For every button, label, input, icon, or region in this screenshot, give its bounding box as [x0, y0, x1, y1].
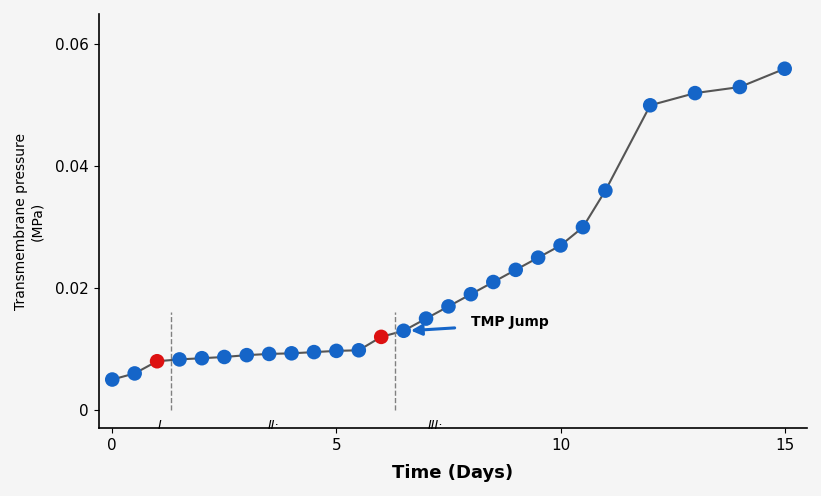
- Point: [218, 353, 231, 361]
- Point: [150, 357, 163, 365]
- Point: [689, 89, 702, 97]
- Point: [241, 351, 254, 359]
- Point: [397, 327, 410, 335]
- Point: [644, 101, 657, 109]
- Point: [442, 303, 455, 310]
- Point: [374, 333, 388, 341]
- Point: [307, 348, 320, 356]
- Text: I: I: [158, 419, 161, 432]
- Point: [285, 349, 298, 357]
- Point: [420, 314, 433, 322]
- X-axis label: Time (Days): Time (Days): [392, 464, 513, 482]
- Point: [128, 370, 141, 377]
- Point: [509, 266, 522, 274]
- Y-axis label: Transmembrane pressure
(MPa): Transmembrane pressure (MPa): [14, 132, 44, 310]
- Point: [778, 65, 791, 73]
- Text: III·: III·: [428, 419, 443, 432]
- Point: [352, 346, 365, 354]
- Point: [531, 253, 544, 261]
- Point: [465, 290, 478, 298]
- Point: [106, 375, 119, 383]
- Text: II·: II·: [268, 419, 279, 432]
- Point: [487, 278, 500, 286]
- Point: [554, 242, 567, 249]
- Point: [330, 347, 343, 355]
- Point: [195, 354, 209, 362]
- Point: [576, 223, 589, 231]
- Point: [263, 350, 276, 358]
- Point: [173, 356, 186, 364]
- Text: TMP Jump: TMP Jump: [471, 314, 548, 329]
- Point: [733, 83, 746, 91]
- Point: [599, 186, 612, 194]
